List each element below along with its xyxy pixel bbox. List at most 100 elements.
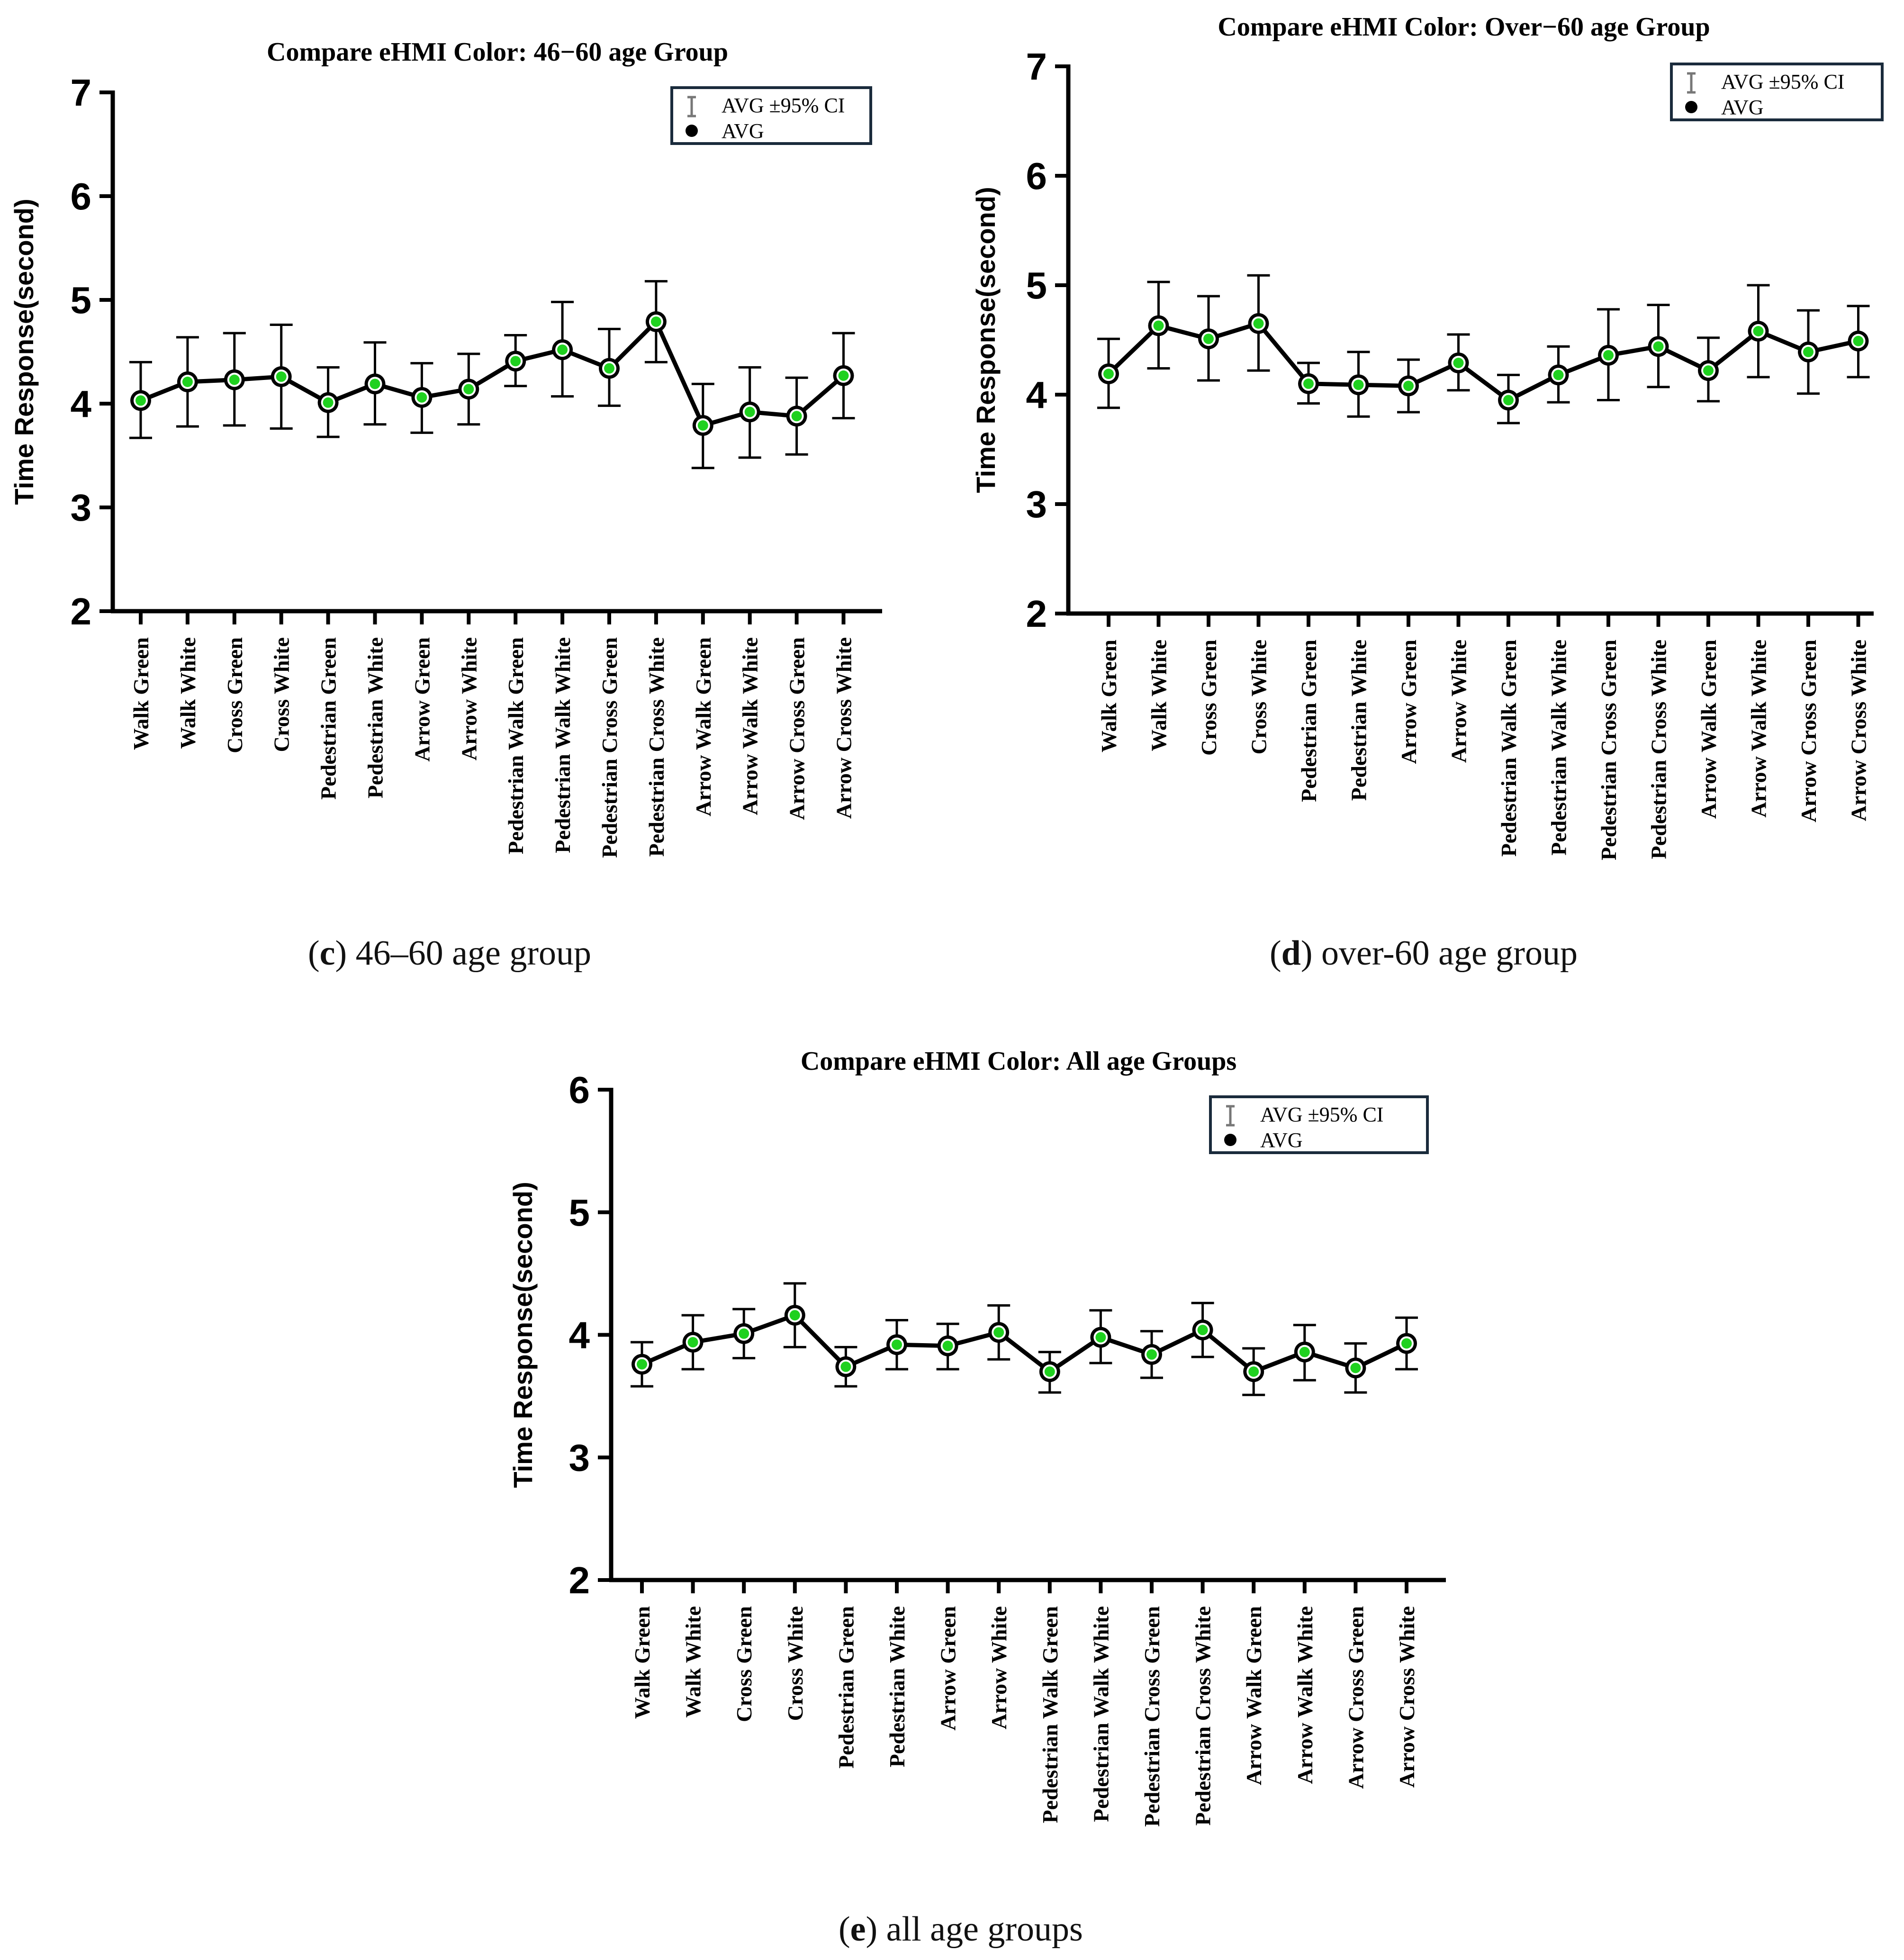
data-point [1748,321,1769,342]
data-point [1848,330,1869,352]
y-tick-label: 4 [1026,374,1047,416]
data-point-fill [840,1361,851,1372]
chart-panel-e: Compare eHMI Color: All age Groups 2 3 4 5 6 T… [508,1047,1446,1827]
data-point [1148,315,1169,336]
x-tick-label: Arrow Green [936,1606,960,1731]
x-tick-label: Pedestrian Green [834,1606,858,1769]
data-point-fill [557,344,568,355]
x-tick-label: Pedestrian Walk White [1089,1606,1113,1822]
x-tick-label: Arrow Cross Green [785,637,809,820]
data-point [1448,352,1469,374]
chart-title: Compare eHMI Color: Over−60 age Group [1218,12,1710,42]
legend-ci-label: AVG ±95% CI [722,94,845,117]
data-point [835,1356,857,1377]
chart-title: Compare eHMI Color: 46−60 age Group [267,37,728,67]
data-point [458,379,479,400]
data-point-fill [1401,1338,1412,1349]
series-line [1107,321,1859,403]
data-point-fill [1197,1325,1208,1336]
data-point-fill [135,395,146,406]
data-point [1243,1361,1264,1382]
data-point [177,371,198,393]
data-point-fill [892,1339,902,1350]
data-point [364,373,386,395]
data-point [1548,364,1569,386]
y-tick-label: 6 [1026,155,1047,197]
data-point-fill [1248,1366,1259,1377]
x-tick-label: Cross Green [1197,640,1221,756]
y-tick-label: 4 [569,1314,590,1356]
data-point-fill [1703,365,1714,376]
y-tick-label: 5 [569,1192,590,1234]
x-tick-label: Pedestrian Walk Green [504,637,528,854]
data-point [1398,375,1419,397]
data-point [1039,1361,1060,1382]
chart-panel-d: Compare eHMI Color: Over−60 age Group 2 3 4… [971,12,1884,860]
chart-panel-c: Compare eHMI Color: 46−60 age Group 2 3 4 5 6… [9,37,882,858]
y-tick-label: 5 [71,279,92,321]
data-point [1248,313,1269,334]
x-tick-label: Arrow Walk White [1747,640,1771,818]
x-tick-label: Arrow Cross White [832,637,856,819]
caption-d: (d) over-60 age group [1270,934,1578,973]
x-tick-label: Walk Green [1097,640,1121,752]
data-point [632,1354,652,1375]
x-tick-label: Arrow White [1447,640,1471,763]
y-tick-label: 3 [71,487,92,529]
y-tick-label: 7 [1026,45,1047,88]
x-tick-label: Walk Green [129,637,153,750]
data-point-fill [791,411,802,422]
data-point-fill [1153,320,1164,331]
y-tick-label: 7 [71,72,92,114]
x-tick-label: Arrow Walk Green [1242,1606,1266,1785]
data-point-fill [1403,380,1414,391]
x-tick-label: Pedestrian Walk Green [1497,640,1521,857]
x-tick-label: Arrow Green [1397,640,1421,764]
legend-avg-label: AVG [1721,96,1764,119]
x-tick-label: Pedestrian Cross Green [1140,1606,1164,1827]
data-point [1498,389,1519,411]
data-point [1098,363,1119,385]
x-tick-label: Arrow Cross White [1847,640,1871,821]
data-point [1090,1327,1111,1348]
data-point-fill [182,377,193,388]
data-point [1192,1319,1213,1341]
x-tick-label: Pedestrian Green [1297,640,1321,802]
data-point [552,339,573,361]
y-tick-label: 2 [1026,593,1047,635]
data-point-fill [1553,370,1564,380]
legend-avg-label: AVG [1260,1129,1303,1152]
legend: AVG ±95% CI AVG [1670,63,1884,121]
y-tick-label: 3 [1026,483,1047,525]
data-point-fill [650,316,661,327]
legend-ci-label: AVG ±95% CI [1721,70,1844,93]
data-point [988,1322,1010,1343]
x-tick-label: Arrow Walk Green [691,637,715,816]
x-tick-label: Pedestrian Cross White [1647,640,1671,859]
data-point [1348,374,1369,396]
x-tick-label: Arrow Walk White [1293,1606,1317,1784]
data-point-fill [838,370,849,381]
x-tick-label: Pedestrian Cross Green [597,637,622,858]
y-tick-label: 2 [569,1559,590,1601]
data-point [833,365,854,386]
data-point [317,392,339,413]
data-point-fill [697,420,708,431]
data-point-fill [1103,369,1114,379]
data-point-fill [1095,1332,1106,1343]
data-point-fill [1253,318,1264,329]
data-point [1648,336,1669,357]
series-line [641,1313,1408,1374]
x-tick-label: Walk Green [630,1606,654,1719]
legend-dot-icon [686,125,698,137]
x-tick-label: Pedestrian White [1347,640,1371,801]
legend-dot-icon [1224,1134,1236,1146]
caption-c: (c) 46–60 age group [308,934,592,973]
x-tick-label: Pedestrian Cross Green [1597,640,1621,860]
x-tick-label: Cross Green [223,637,247,753]
data-point-fill [510,356,521,367]
data-point [937,1335,958,1356]
y-tick-label: 6 [71,175,92,217]
data-point-fill [1303,378,1314,389]
